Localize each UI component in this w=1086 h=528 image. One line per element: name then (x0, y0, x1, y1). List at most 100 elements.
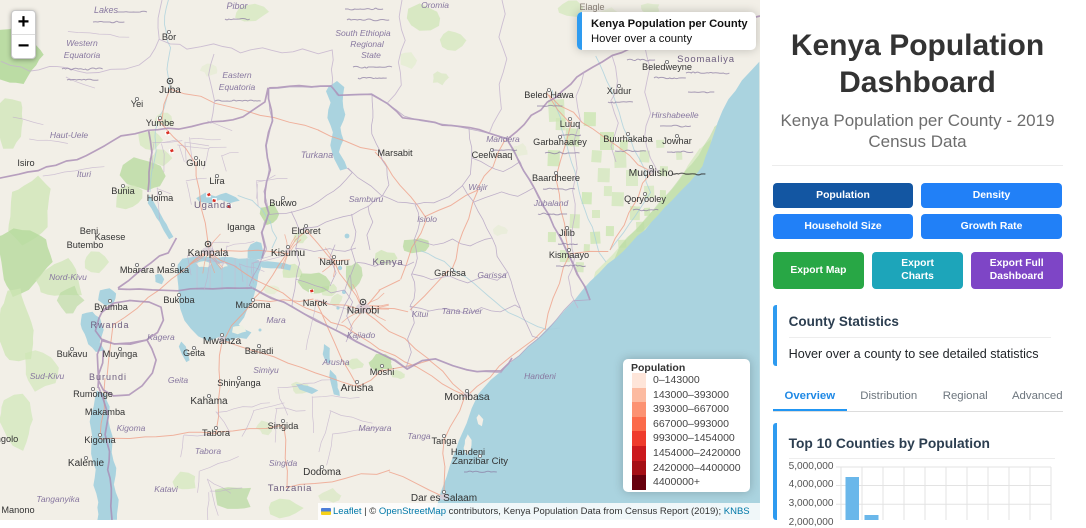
svg-text:Turkana: Turkana (301, 150, 333, 160)
svg-text:Beledweyne: Beledweyne (642, 62, 692, 72)
svg-text:Moshi: Moshi (370, 367, 395, 377)
svg-text:Arusha: Arusha (322, 357, 350, 367)
svg-text:Tabora: Tabora (195, 446, 221, 456)
svg-text:Kitui: Kitui (412, 309, 430, 319)
svg-text:Byumba: Byumba (94, 302, 129, 312)
svg-text:Butembo: Butembo (67, 240, 104, 250)
svg-text:Dar es Salaam: Dar es Salaam (411, 493, 477, 504)
svg-text:Kenya: Kenya (373, 257, 404, 268)
svg-text:Kajiado: Kajiado (347, 330, 376, 340)
svg-text:Kahama: Kahama (190, 396, 228, 407)
svg-text:Singida: Singida (268, 421, 300, 431)
svg-text:Geita: Geita (168, 375, 189, 385)
svg-text:Rwanda: Rwanda (90, 320, 129, 330)
svg-text:Mombasa: Mombasa (444, 392, 489, 403)
svg-text:Western: Western (66, 38, 98, 48)
svg-text:Isiolo: Isiolo (417, 214, 437, 224)
svg-text:Katavi: Katavi (154, 484, 179, 494)
svg-text:Muqdisho: Muqdisho (629, 168, 674, 179)
svg-text:Nord-Kivu: Nord-Kivu (49, 272, 87, 282)
svg-text:Handeni: Handeni (451, 447, 485, 457)
svg-text:Kampala: Kampala (188, 248, 229, 259)
svg-text:Dodoma: Dodoma (303, 467, 341, 478)
svg-text:Rumonge: Rumonge (73, 389, 113, 399)
svg-text:Yumbe: Yumbe (146, 118, 175, 128)
svg-text:Lakes: Lakes (94, 5, 119, 15)
svg-text:Wajir: Wajir (468, 182, 488, 192)
svg-text:Muyinga: Muyinga (103, 349, 139, 359)
svg-text:Haut-Uele: Haut-Uele (50, 130, 89, 140)
svg-text:Tanga: Tanga (407, 431, 431, 441)
svg-text:Xudur: Xudur (607, 86, 632, 96)
svg-text:Isiro: Isiro (17, 158, 34, 168)
svg-text:Kigoma: Kigoma (117, 423, 146, 433)
svg-text:Kigoma: Kigoma (84, 435, 116, 445)
svg-text:Beni: Beni (80, 226, 98, 236)
svg-text:Samburu: Samburu (349, 194, 384, 204)
svg-text:Burundi: Burundi (89, 372, 127, 382)
svg-text:Zanzibar City: Zanzibar City (452, 456, 508, 467)
svg-text:Tabora: Tabora (202, 428, 231, 438)
svg-text:Hirshabeelle: Hirshabeelle (651, 110, 699, 120)
svg-text:Musoma: Musoma (235, 300, 271, 310)
svg-text:Shinyanga: Shinyanga (217, 378, 261, 388)
svg-text:Regional: Regional (350, 39, 385, 49)
svg-text:Mwanza: Mwanza (203, 336, 242, 347)
svg-text:Soomaaliya: Soomaaliya (677, 54, 735, 65)
svg-text:Ceelwaaq: Ceelwaaq (472, 150, 513, 160)
svg-text:Pibor: Pibor (226, 1, 248, 11)
svg-text:Kisumu: Kisumu (271, 248, 306, 259)
svg-text:Eldoret: Eldoret (291, 226, 321, 236)
svg-text:Sud-Kivu: Sud-Kivu (30, 371, 65, 381)
svg-text:Manyara: Manyara (358, 423, 391, 433)
svg-text:Handeni: Handeni (524, 371, 557, 381)
svg-text:Mara: Mara (266, 315, 286, 325)
svg-text:Equatoria: Equatoria (219, 82, 256, 92)
svg-text:Bor: Bor (162, 32, 176, 42)
svg-text:Bariadi: Bariadi (245, 346, 274, 356)
svg-text:Juba: Juba (159, 85, 181, 96)
svg-text:Marsabit: Marsabit (377, 148, 413, 158)
svg-text:Singida: Singida (269, 458, 298, 468)
svg-text:Kalemie: Kalemie (68, 458, 105, 469)
svg-text:Equatoria: Equatoria (64, 50, 101, 60)
svg-text:Kasese: Kasese (95, 232, 126, 242)
svg-text:Ituri: Ituri (77, 169, 92, 179)
svg-text:Geita: Geita (183, 348, 206, 358)
svg-text:Eastern: Eastern (222, 70, 252, 80)
svg-text:Luuq: Luuq (560, 119, 580, 129)
svg-text:Tanzania: Tanzania (268, 483, 312, 494)
svg-text:ngolo: ngolo (0, 434, 18, 444)
svg-text:Mbarara: Mbarara (120, 265, 155, 275)
svg-text:State: State (361, 50, 381, 60)
svg-text:Bunia: Bunia (111, 186, 135, 196)
svg-text:Uganda: Uganda (194, 200, 232, 211)
svg-text:Tana River: Tana River (442, 306, 484, 316)
svg-text:Nakuru: Nakuru (319, 257, 349, 267)
svg-text:South Ethiopia: South Ethiopia (335, 28, 391, 38)
svg-text:Kagera: Kagera (147, 332, 175, 342)
svg-text:Tanga: Tanga (431, 436, 457, 446)
svg-text:Bukoba: Bukoba (163, 295, 195, 305)
svg-text:Jubaland: Jubaland (533, 198, 569, 208)
svg-text:Makamba: Makamba (85, 407, 126, 417)
svg-text:Nairobi: Nairobi (347, 306, 380, 317)
svg-text:Garbahaarey: Garbahaarey (533, 137, 587, 147)
svg-text:Simiyu: Simiyu (253, 365, 279, 375)
svg-text:Oromia: Oromia (421, 0, 449, 10)
svg-text:Garissa: Garissa (477, 270, 507, 280)
svg-text:Gulu: Gulu (186, 158, 205, 168)
svg-text:Narok: Narok (303, 298, 328, 308)
svg-text:Jowhar: Jowhar (662, 136, 692, 146)
svg-text:Hoima: Hoima (147, 193, 174, 203)
svg-text:Iganga: Iganga (227, 222, 256, 232)
svg-text:Qoryooley: Qoryooley (624, 194, 666, 204)
svg-text:Jilib: Jilib (559, 228, 575, 238)
svg-text:Buurhakaba: Buurhakaba (603, 134, 653, 144)
svg-text:Masaka: Masaka (157, 265, 190, 275)
svg-text:Elagle: Elagle (579, 2, 604, 12)
svg-text:Mandera: Mandera (486, 134, 520, 144)
svg-text:Garissa: Garissa (434, 268, 467, 278)
svg-text:Lira: Lira (209, 176, 225, 186)
svg-text:Bukavu: Bukavu (57, 349, 88, 359)
